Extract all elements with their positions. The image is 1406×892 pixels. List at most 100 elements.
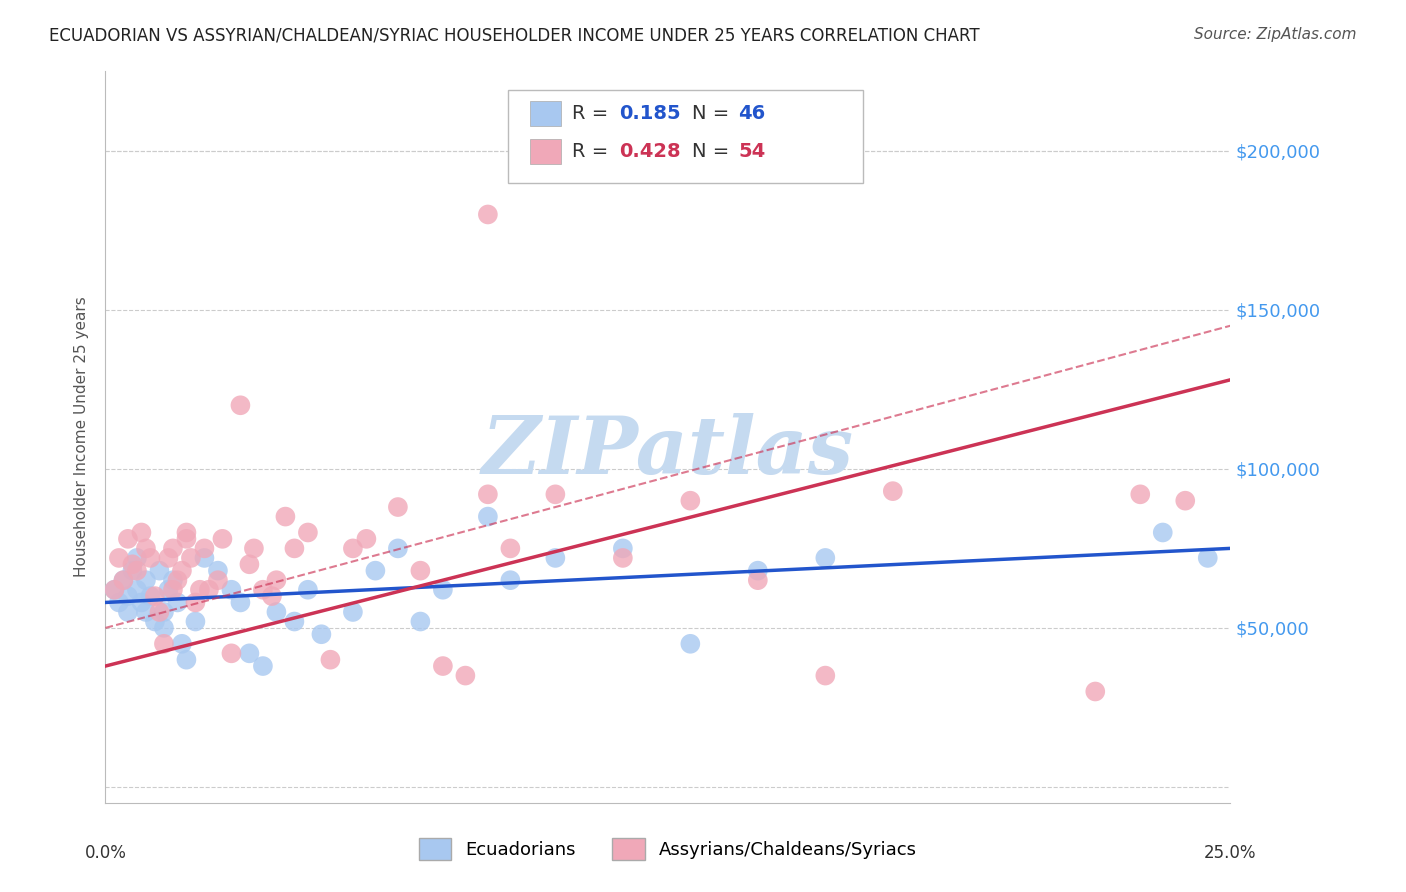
Point — [814, 550, 837, 565]
Point — [814, 668, 837, 682]
Point — [188, 582, 211, 597]
Point — [266, 573, 288, 587]
Point — [679, 493, 702, 508]
Point — [112, 573, 135, 587]
Point — [153, 605, 176, 619]
Point — [131, 595, 153, 609]
Point — [103, 582, 125, 597]
Point — [679, 637, 702, 651]
Text: N =: N = — [692, 142, 735, 161]
Point — [157, 550, 180, 565]
Point — [117, 589, 139, 603]
Point — [153, 621, 176, 635]
Point — [125, 564, 148, 578]
Point — [162, 541, 184, 556]
Point — [108, 550, 131, 565]
Text: 0.0%: 0.0% — [84, 844, 127, 863]
Point — [283, 615, 305, 629]
Point — [387, 541, 409, 556]
Point — [747, 573, 769, 587]
Point — [176, 653, 198, 667]
Text: ZIPatlas: ZIPatlas — [482, 413, 853, 491]
Point — [477, 509, 499, 524]
Point — [117, 605, 139, 619]
Point — [252, 659, 274, 673]
Point — [221, 582, 243, 597]
Point — [260, 589, 283, 603]
Point — [409, 615, 432, 629]
Point — [477, 207, 499, 221]
Point — [135, 605, 157, 619]
Text: 0.185: 0.185 — [619, 103, 681, 123]
Text: 0.428: 0.428 — [619, 142, 681, 161]
Point — [266, 605, 288, 619]
Point — [207, 564, 229, 578]
Point — [409, 564, 432, 578]
Point — [238, 558, 260, 572]
Point — [499, 541, 522, 556]
Point — [121, 564, 143, 578]
Point — [544, 487, 567, 501]
Point — [112, 573, 135, 587]
Text: 54: 54 — [738, 142, 765, 161]
Point — [342, 605, 364, 619]
Point — [229, 595, 252, 609]
Point — [139, 550, 162, 565]
Point — [170, 564, 193, 578]
Point — [143, 589, 166, 603]
Point — [342, 541, 364, 556]
Point — [143, 615, 166, 629]
Text: 25.0%: 25.0% — [1204, 844, 1257, 863]
Point — [283, 541, 305, 556]
Text: N =: N = — [692, 103, 735, 123]
Point — [1174, 493, 1197, 508]
Point — [477, 487, 499, 501]
Point — [544, 550, 567, 565]
Point — [319, 653, 342, 667]
Point — [211, 532, 233, 546]
Point — [184, 615, 207, 629]
Point — [166, 595, 188, 609]
Point — [121, 558, 143, 572]
Point — [125, 582, 148, 597]
Point — [364, 564, 387, 578]
Point — [157, 582, 180, 597]
Point — [297, 582, 319, 597]
Text: R =: R = — [572, 103, 614, 123]
Point — [135, 573, 157, 587]
Point — [125, 550, 148, 565]
Point — [221, 646, 243, 660]
Legend: Ecuadorians, Assyrians/Chaldeans/Syriacs: Ecuadorians, Assyrians/Chaldeans/Syriacs — [412, 830, 924, 867]
Point — [117, 532, 139, 546]
Point — [454, 668, 477, 682]
Point — [356, 532, 378, 546]
Point — [207, 573, 229, 587]
Point — [387, 500, 409, 514]
Point — [432, 582, 454, 597]
Point — [1084, 684, 1107, 698]
Point — [170, 637, 193, 651]
Point — [499, 573, 522, 587]
Point — [432, 659, 454, 673]
Text: 46: 46 — [738, 103, 765, 123]
Point — [1129, 487, 1152, 501]
Point — [108, 595, 131, 609]
Point — [252, 582, 274, 597]
Point — [274, 509, 297, 524]
Point — [882, 484, 904, 499]
Point — [243, 541, 266, 556]
Point — [238, 646, 260, 660]
Point — [184, 595, 207, 609]
Point — [176, 532, 198, 546]
Point — [612, 550, 634, 565]
Point — [297, 525, 319, 540]
Point — [166, 573, 188, 587]
Point — [135, 541, 157, 556]
Text: ECUADORIAN VS ASSYRIAN/CHALDEAN/SYRIAC HOUSEHOLDER INCOME UNDER 25 YEARS CORRELA: ECUADORIAN VS ASSYRIAN/CHALDEAN/SYRIAC H… — [49, 27, 980, 45]
Point — [198, 582, 221, 597]
Point — [229, 398, 252, 412]
Point — [180, 550, 202, 565]
Point — [193, 541, 215, 556]
Point — [1152, 525, 1174, 540]
Point — [612, 541, 634, 556]
